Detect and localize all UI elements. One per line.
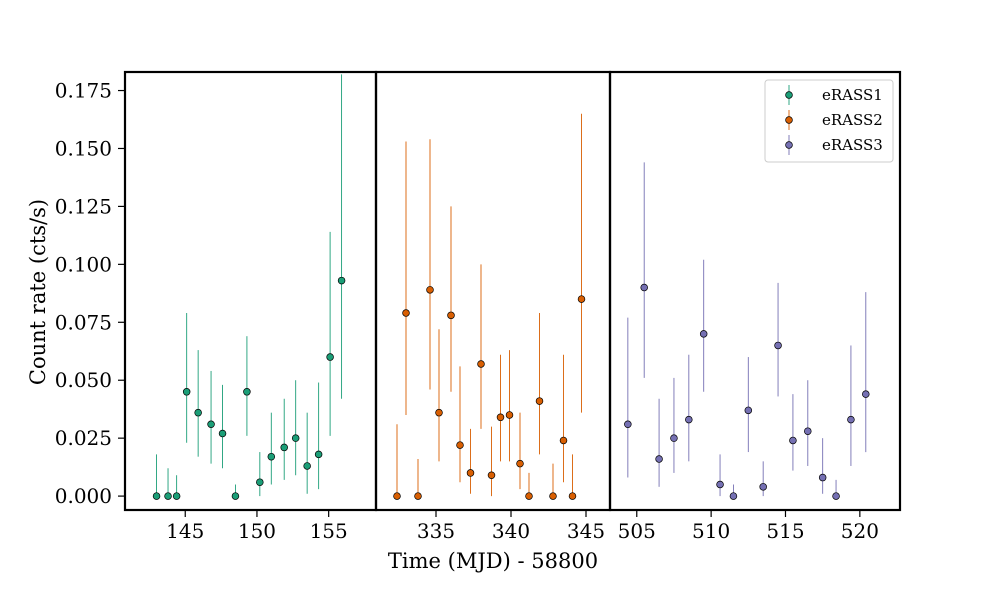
panel-2: 335 340 345 [374, 70, 612, 543]
y-axis: 0.000 0.025 0.050 0.075 0.100 0.125 0.150 0.175 [55, 79, 125, 508]
x-tick-label: 505 [618, 519, 656, 543]
data-point [231, 492, 240, 500]
y-tick-label: 0.125 [55, 194, 112, 218]
legend-marker [785, 116, 793, 124]
x-tick-label: 155 [310, 519, 348, 543]
data-point [218, 429, 227, 438]
data-point [624, 420, 632, 429]
data-point [744, 406, 753, 415]
legend-label: eRASS3 [822, 136, 883, 154]
legend-marker [785, 91, 793, 99]
data-point [559, 436, 568, 445]
data-point [549, 492, 557, 500]
data-point [447, 311, 455, 320]
data-point [716, 480, 724, 489]
data-point [487, 471, 496, 479]
data-point [243, 388, 251, 396]
data-point [670, 434, 678, 442]
y-tick-label: 0.000 [55, 484, 112, 508]
panel-frame [608, 70, 902, 512]
data-point [516, 459, 524, 468]
data-point [207, 420, 215, 429]
panel-1: 145 150 155 [123, 70, 378, 543]
data-point [414, 492, 422, 500]
data-point [804, 427, 812, 435]
data-point [699, 330, 708, 338]
data-point [818, 473, 827, 482]
x-axis-label: Time (MJD) - 58800 [388, 549, 598, 573]
data-point [182, 388, 191, 396]
data-point [402, 309, 410, 317]
data-point [789, 436, 797, 445]
y-tick-label: 0.175 [55, 79, 112, 103]
legend-marker [785, 141, 793, 149]
panel-frame [123, 70, 378, 512]
data-point [152, 492, 161, 500]
data-point [256, 478, 264, 486]
data-point [172, 492, 181, 500]
data-point [280, 443, 288, 452]
x-tick-label: 510 [692, 519, 730, 543]
data-point [466, 469, 475, 477]
data-point [525, 492, 533, 500]
series-eRASS2 [393, 113, 586, 500]
data-point [456, 441, 464, 449]
y-axis-label: Count rate (cts/s) [26, 199, 50, 385]
data-point [393, 492, 401, 500]
data-point [505, 411, 514, 419]
data-point [164, 492, 172, 500]
data-point [435, 408, 443, 417]
data-point [326, 353, 334, 361]
x-tick-label: 520 [841, 519, 879, 543]
data-point [535, 397, 544, 405]
x-tick-label: 515 [766, 519, 804, 543]
data-point [759, 483, 767, 491]
y-tick-label: 0.150 [55, 136, 112, 160]
data-point [291, 434, 300, 442]
data-point [729, 492, 738, 500]
legend-label: eRASS1 [822, 86, 883, 104]
x-tick-label: 345 [567, 519, 605, 543]
series-eRASS1 [152, 74, 346, 500]
data-point [303, 462, 311, 470]
data-point [568, 492, 577, 500]
data-point [267, 452, 276, 461]
y-tick-label: 0.075 [55, 310, 112, 334]
data-point [685, 415, 693, 424]
data-point [426, 286, 434, 294]
y-tick-label: 0.025 [55, 426, 112, 450]
data-point [477, 360, 485, 368]
series-eRASS3 [624, 162, 870, 500]
legend-box [764, 79, 894, 163]
data-point [314, 450, 323, 459]
x-tick-label: 335 [417, 519, 455, 543]
data-point [832, 492, 840, 500]
y-tick-label: 0.100 [55, 252, 112, 276]
panels: 145 150 155 335 340 345 505 510 515 520 [123, 70, 902, 543]
panel-3: 505 510 515 520 [608, 70, 902, 543]
x-tick-label: 340 [492, 519, 530, 543]
data-point [862, 390, 870, 398]
x-tick-label: 145 [166, 519, 204, 543]
data-point [655, 455, 663, 463]
data-point [496, 413, 505, 422]
y-tick-label: 0.050 [55, 368, 112, 392]
data-point [577, 295, 586, 303]
x-tick-label: 150 [238, 519, 276, 543]
data-point [847, 415, 855, 424]
data-point [194, 408, 202, 417]
data-point [337, 276, 346, 285]
data-point [640, 283, 648, 292]
data-point [774, 341, 782, 350]
panel-frame [374, 70, 612, 512]
legend-label: eRASS2 [822, 111, 883, 129]
legend: eRASS1 eRASS2 eRASS3 [764, 79, 894, 163]
